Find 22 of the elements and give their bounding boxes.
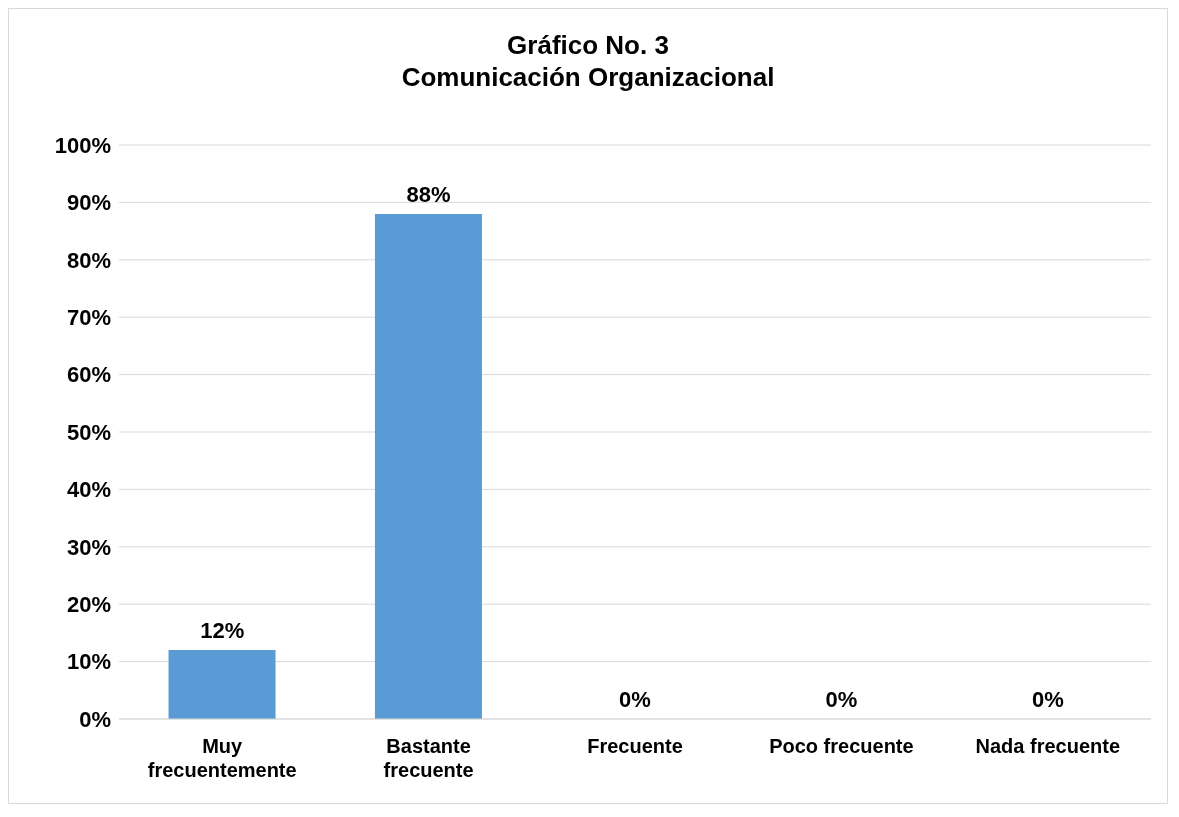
y-tick-label: 50% [66, 419, 111, 445]
y-tick-label: 40% [66, 477, 111, 503]
y-tick-label: 80% [66, 247, 111, 273]
y-tick-label: 70% [66, 305, 111, 331]
y-tick-label: 60% [66, 362, 111, 388]
x-tick-label: Nada frecuente [975, 735, 1121, 757]
x-tick-label: Frecuente [587, 735, 683, 757]
x-tick-label: Muy frecuentemente [147, 735, 297, 781]
data-label: 0% [619, 687, 651, 712]
data-label: 0% [1031, 687, 1064, 712]
y-tick-label: 90% [66, 190, 111, 216]
y-tick-label: 30% [66, 534, 111, 560]
data-label: 12% [200, 618, 245, 644]
y-tick-label: 0% [79, 706, 111, 732]
data-label: 0% [825, 687, 858, 712]
data-label: 88% [406, 181, 451, 207]
y-tick-label: 100% [54, 132, 111, 158]
y-tick-label: 20% [66, 592, 111, 618]
x-tick-label: Poco frecuente [769, 735, 914, 757]
chart-title: Gráfico No. 3 Comunicación Organizacional [400, 29, 776, 93]
y-tick-label: 10% [66, 649, 111, 675]
x-tick-label: Bastante frecuente [383, 735, 474, 781]
